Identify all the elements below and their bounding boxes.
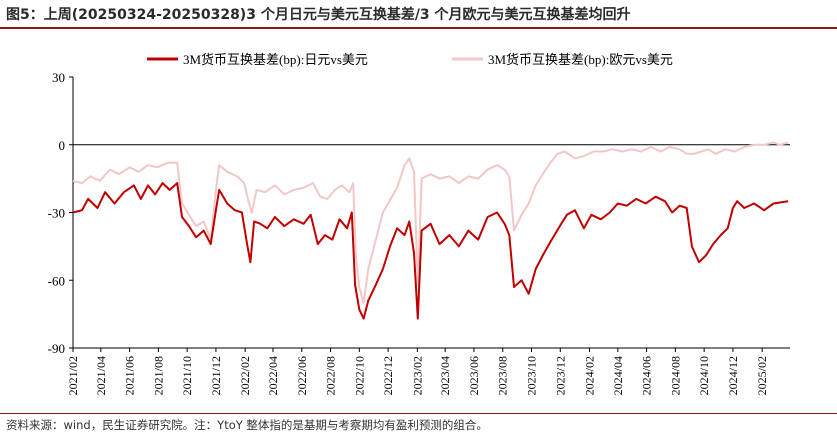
x-tick-label: 2022/12 xyxy=(381,356,395,395)
x-tick-label: 2021/10 xyxy=(180,356,194,395)
x-tick-label: 2023/10 xyxy=(525,356,539,395)
x-tick-label: 2023/08 xyxy=(496,356,510,395)
x-tick-label: 2021/02 xyxy=(66,356,80,395)
y-tick-label: -90 xyxy=(48,341,65,356)
x-tick-label: 2023/04 xyxy=(438,356,452,395)
y-tick-label: -60 xyxy=(48,273,65,288)
series-line xyxy=(72,141,789,304)
chart-axes xyxy=(69,76,790,352)
legend-label: 3M货币互换基差(bp):日元vs美元 xyxy=(183,52,368,67)
legend-label: 3M货币互换基差(bp):欧元vs美元 xyxy=(488,52,673,67)
chart-legend: 3M货币互换基差(bp):日元vs美元 3M货币互换基差(bp):欧元vs美元 xyxy=(147,52,673,67)
x-tick-label: 2022/08 xyxy=(324,356,338,395)
x-tick-label: 2023/06 xyxy=(467,356,481,395)
x-tick-label: 2022/02 xyxy=(238,356,252,395)
source-note: 资料来源：wind，民生证券研究院。注：YtoY 整体指的是基期与考察期均有盈利… xyxy=(6,418,488,432)
series-line xyxy=(72,182,789,320)
page-title: 图5：上周(20250324-20250328)3 个月日元与美元互换基差/3 … xyxy=(6,7,631,23)
x-tick-label: 2024/06 xyxy=(640,356,654,395)
x-tick-label: 2024/04 xyxy=(611,356,625,395)
x-tick-label: 2022/04 xyxy=(266,356,280,395)
y-tick-label: 0 xyxy=(59,138,66,153)
x-tick-label: 2021/06 xyxy=(123,356,137,395)
y-tick-label: 30 xyxy=(52,70,65,85)
x-tick-label: 2023/02 xyxy=(410,356,424,395)
x-tick-label: 2025/02 xyxy=(755,356,769,395)
chart-series xyxy=(72,141,789,320)
footer-divider xyxy=(0,413,837,414)
x-tick-label: 2024/10 xyxy=(697,356,711,395)
x-tick-label: 2021/08 xyxy=(151,356,165,395)
x-tick-label: 2024/02 xyxy=(583,356,597,395)
title-divider xyxy=(0,27,837,29)
x-tick-label: 2021/12 xyxy=(209,356,223,395)
x-tick-label: 2022/10 xyxy=(352,356,366,395)
x-tick-label: 2024/12 xyxy=(726,356,740,395)
x-tick-label: 2021/04 xyxy=(94,356,108,395)
y-tick-label: -30 xyxy=(48,206,65,221)
x-tick-label: 2023/12 xyxy=(553,356,567,395)
x-tick-label: 2022/06 xyxy=(295,356,309,395)
x-tick-label: 2024/08 xyxy=(668,356,682,395)
